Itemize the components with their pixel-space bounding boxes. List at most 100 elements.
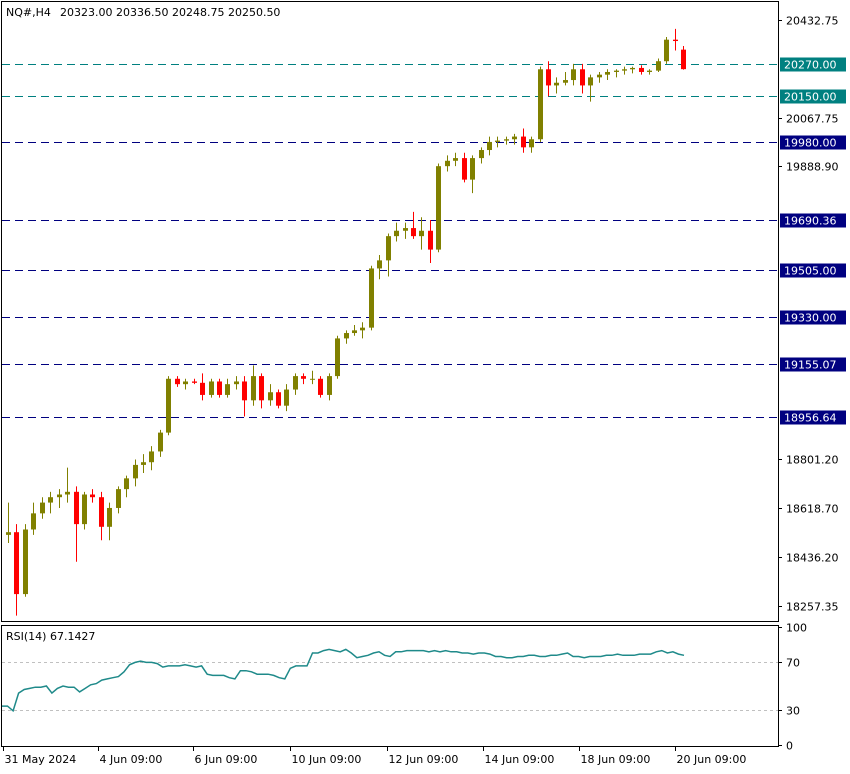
candle xyxy=(681,46,686,70)
candle-body xyxy=(495,140,500,142)
candle-body xyxy=(23,529,28,595)
candle-body xyxy=(588,77,593,86)
level-price-tag xyxy=(780,135,846,150)
rsi-label: RSI(14) 67.1427 xyxy=(6,630,95,643)
candle xyxy=(200,373,205,401)
candle-body xyxy=(242,381,247,401)
level-price-tag xyxy=(780,357,846,372)
candle-body xyxy=(580,69,585,86)
candle xyxy=(183,378,188,390)
candle xyxy=(656,58,661,72)
level-price-tag xyxy=(780,213,846,228)
time-tick-label: 14 Jun 09:00 xyxy=(485,753,555,766)
candle-body xyxy=(419,230,424,237)
candle-body xyxy=(386,236,391,261)
candle-body xyxy=(209,381,214,395)
candle-body xyxy=(175,378,180,385)
candle-body xyxy=(571,69,576,81)
candle-body xyxy=(133,464,138,479)
candle-body xyxy=(234,381,239,385)
candle-body xyxy=(369,268,374,328)
candle-body xyxy=(445,160,450,167)
candle xyxy=(588,74,593,102)
candle-body xyxy=(192,381,197,383)
candle xyxy=(293,373,298,395)
level-price-label: 20270.00 xyxy=(784,59,837,72)
candle xyxy=(14,524,19,616)
candle xyxy=(149,446,154,471)
candle-body xyxy=(664,39,669,62)
time-tick-label: 10 Jun 09:00 xyxy=(292,753,362,766)
price-tick-label: 18801.20 xyxy=(786,454,839,467)
candle-body xyxy=(554,82,559,86)
symbol-label: NQ#,H4 xyxy=(6,6,51,19)
time-tick-label: 18 Jun 09:00 xyxy=(581,753,651,766)
candle-body xyxy=(428,230,433,250)
candle xyxy=(251,365,256,406)
candle xyxy=(352,324,357,336)
candle-body xyxy=(546,69,551,86)
candle-body xyxy=(512,136,517,140)
candle xyxy=(310,370,315,385)
candle xyxy=(369,265,374,331)
candle xyxy=(6,502,11,543)
candle xyxy=(504,136,509,145)
candle-body xyxy=(217,381,222,395)
candle xyxy=(242,376,247,417)
candle-body xyxy=(141,462,146,465)
candle-body xyxy=(268,392,273,401)
time-tick-label: 4 Jun 09:00 xyxy=(100,753,163,766)
candle xyxy=(419,217,424,250)
candle-body xyxy=(31,513,36,530)
price-tick-label: 20067.75 xyxy=(786,113,839,126)
candle xyxy=(301,373,306,385)
candle xyxy=(209,378,214,398)
candle xyxy=(276,389,281,409)
time-tick-label: 31 May 2024 xyxy=(5,753,77,766)
candle-body xyxy=(48,497,53,503)
candle xyxy=(90,489,95,503)
candle xyxy=(630,66,635,74)
candle xyxy=(23,524,28,597)
candle xyxy=(487,136,492,156)
candle-body xyxy=(99,497,104,527)
candle-body xyxy=(166,378,171,433)
rsi-tick-label: 70 xyxy=(786,657,800,670)
price-tick-label: 18436.20 xyxy=(786,552,839,565)
candle xyxy=(462,152,467,183)
horizontal-levels: 20270.00 20150.00 19980.00 19690.36 19505.00… xyxy=(2,57,846,425)
rsi-line xyxy=(2,648,685,713)
candle-body xyxy=(40,502,45,514)
candle-body xyxy=(622,69,627,71)
candle xyxy=(158,429,163,457)
candle xyxy=(639,65,644,75)
rsi-panel-frame xyxy=(1,625,779,747)
rsi-axis: 100 70 30 0 xyxy=(778,622,807,753)
level-price-label: 19505.00 xyxy=(784,265,837,278)
candle xyxy=(571,63,576,86)
candle-body xyxy=(470,158,475,180)
ohlc-readout: 20323.00 20336.50 20248.75 20250.50 xyxy=(60,6,280,19)
candle xyxy=(622,66,627,75)
level-price-label: 18956.64 xyxy=(784,412,837,425)
price-tick-label: 20432.75 xyxy=(786,15,839,28)
candle-body xyxy=(318,378,323,395)
candle xyxy=(166,376,171,436)
candle-body xyxy=(614,70,619,72)
candle xyxy=(453,152,458,167)
candle-body xyxy=(563,80,568,83)
candle-body xyxy=(360,327,365,331)
candle-body xyxy=(538,69,543,140)
candle xyxy=(529,136,534,153)
rsi-tick-label: 100 xyxy=(786,622,807,635)
candle xyxy=(403,222,408,239)
price-tick-label: 19888.90 xyxy=(786,161,839,174)
candle-body xyxy=(453,158,458,161)
level-price-label: 19980.00 xyxy=(784,137,837,150)
candle-body xyxy=(149,451,154,463)
candle-body xyxy=(411,228,416,237)
candle-body xyxy=(14,532,19,595)
candle xyxy=(436,163,441,253)
candle-body xyxy=(335,338,340,377)
level-price-tag xyxy=(780,310,846,325)
